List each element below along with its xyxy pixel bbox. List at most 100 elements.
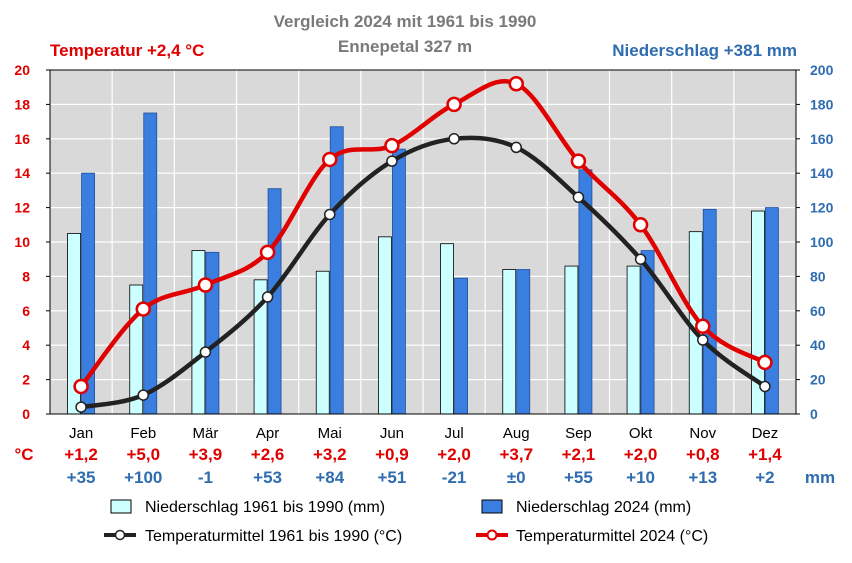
precip-diff-Feb: +100 (124, 468, 162, 487)
left-tick-label-8: 8 (22, 268, 30, 284)
marker-temp-2024-Nov (695, 318, 711, 335)
x-tick-label-Dez: Dez (752, 425, 779, 442)
legend-marker-temp-1961 (114, 529, 126, 541)
legend-label-precip-2024: Niederschlag 2024 (mm) (516, 499, 691, 516)
left-tick-label-16: 16 (14, 131, 30, 147)
legend-swatch-precip-2024 (481, 499, 503, 514)
bar-precip-1961-Jul (440, 243, 454, 415)
marker-temp-1961-Feb (137, 389, 149, 401)
bar-precip-1961-Jun (378, 236, 392, 415)
x-tick-label-Jan: Jan (69, 425, 93, 442)
marker-temp-2024-Mai (322, 151, 338, 168)
precip-diff-Dez: +2 (755, 468, 774, 487)
difference-rows: +1,2 +5,0 +3,9 +2,6 +3,2 +0,9 +2,0 +3,7 +2,1 +2,0… (64, 445, 782, 487)
bar-precip-2024-Mai (329, 126, 344, 415)
marker-temp-2024-Mär (197, 277, 214, 293)
right-tick-label-40: 40 (810, 337, 826, 353)
line-temp-2024 (79, 79, 767, 388)
marker-temp-2024-Feb (135, 301, 151, 317)
right-tick-label-140: 140 (810, 165, 834, 181)
x-tick-label-Nov: Nov (689, 425, 716, 442)
precip-diff-Mär: -1 (198, 468, 213, 487)
temp-diff-Okt: +2,0 (624, 445, 658, 464)
x-tick-label-Mär: Mär (192, 425, 218, 442)
x-tick-label-Okt: Okt (629, 425, 653, 442)
bar-precip-2024-Feb (143, 112, 158, 415)
bar-precip-2024-Mär (205, 251, 220, 415)
x-tick-label-Feb: Feb (130, 425, 156, 442)
temp-diff-Mär: +3,9 (189, 445, 223, 464)
bar-precip-1961-Aug (502, 269, 517, 415)
temp-diff-Nov: +0,8 (686, 445, 720, 464)
bar-precip-1961-Mai (315, 270, 330, 415)
right-tick-label-180: 180 (810, 96, 834, 112)
precipitation-unit-label: mm (805, 468, 835, 487)
left-tick-label-12: 12 (14, 200, 30, 216)
temperature-difference-header: Temperatur +2,4 °C (50, 41, 204, 60)
marker-temp-1961-Aug (510, 141, 522, 154)
marker-temp-1961-Jun (386, 155, 398, 167)
left-tick-label-4: 4 (22, 337, 30, 353)
precip-diff-Sep: +55 (564, 468, 593, 487)
right-tick-label-0: 0 (810, 406, 818, 422)
marker-temp-2024-Jun (384, 137, 400, 154)
legend-swatch-precip-1961 (110, 499, 132, 514)
precip-diff-Jun: +51 (377, 468, 406, 487)
left-tick-label-10: 10 (14, 234, 30, 250)
precipitation-difference-header: Niederschlag +381 mm (612, 41, 797, 60)
left-tick-label-0: 0 (22, 406, 30, 422)
marker-temp-1961-Apr (261, 291, 274, 303)
temp-diff-Dez: +1,4 (748, 445, 782, 464)
precip-diff-Okt: +10 (626, 468, 655, 487)
right-tick-label-160: 160 (810, 131, 834, 147)
right-tick-label-80: 80 (810, 268, 826, 284)
marker-temp-1961-Nov (697, 334, 709, 346)
temp-diff-Sep: +2,1 (562, 445, 596, 464)
right-tick-label-200: 200 (810, 62, 834, 78)
marker-temp-2024-Jul (446, 96, 462, 113)
marker-temp-2024-Apr (259, 244, 276, 261)
legend: Niederschlag 1961 bis 1990 (mm) Niedersc… (104, 499, 708, 545)
x-tick-label-Aug: Aug (503, 425, 530, 442)
marker-temp-1961-Dez (759, 380, 771, 393)
x-tick-label-Sep: Sep (565, 425, 592, 442)
bar-precip-1961-Okt (626, 265, 641, 415)
bar-precip-2024-Nov (702, 208, 717, 415)
marker-temp-1961-Jul (448, 133, 460, 145)
marker-temp-1961-Sep (572, 191, 585, 204)
x-tick-label-Jun: Jun (380, 425, 404, 442)
x-tick-label-Apr: Apr (256, 425, 279, 442)
left-tick-label-14: 14 (14, 165, 30, 181)
marker-temp-1961-Mai (324, 208, 336, 221)
marker-temp-2024-Sep (570, 153, 587, 169)
left-tick-label-6: 6 (22, 303, 30, 319)
right-tick-label-20: 20 (810, 372, 826, 388)
bar-precip-1961-Sep (564, 265, 579, 415)
temp-diff-Jul: +2,0 (437, 445, 471, 464)
temp-diff-Aug: +3,7 (499, 445, 533, 464)
precip-diff-Jan: +35 (67, 468, 96, 487)
right-tick-label-60: 60 (810, 303, 826, 319)
x-tick-label-Mai: Mai (318, 425, 342, 442)
bar-precip-2024-Jul (454, 277, 468, 415)
legend-label-precip-1961: Niederschlag 1961 bis 1990 (mm) (145, 499, 385, 516)
temp-diff-Apr: +2,6 (251, 445, 285, 464)
left-tick-label-20: 20 (14, 62, 30, 78)
marker-temp-1961-Okt (634, 253, 647, 265)
marker-temp-2024-Aug (508, 76, 524, 92)
legend-label-temp-1961: Temperaturmittel 1961 bis 1990 (°C) (145, 528, 402, 545)
bar-precip-1961-Mär (191, 250, 206, 415)
marker-temp-2024-Dez (757, 354, 773, 371)
marker-temp-2024-Jan (73, 378, 89, 395)
precip-diff-Mai: +84 (315, 468, 344, 487)
precip-diff-Aug: ±0 (507, 468, 526, 487)
bar-precip-2024-Jun (392, 148, 406, 415)
right-tick-label-120: 120 (810, 200, 834, 216)
temperature-unit-label: °C (14, 445, 33, 464)
grid-lines (50, 70, 796, 414)
x-tick-label-Jul: Jul (444, 425, 463, 442)
temperature-lines (73, 76, 773, 413)
bar-precip-2024-Aug (516, 269, 531, 415)
precip-diff-Nov: +13 (688, 468, 717, 487)
